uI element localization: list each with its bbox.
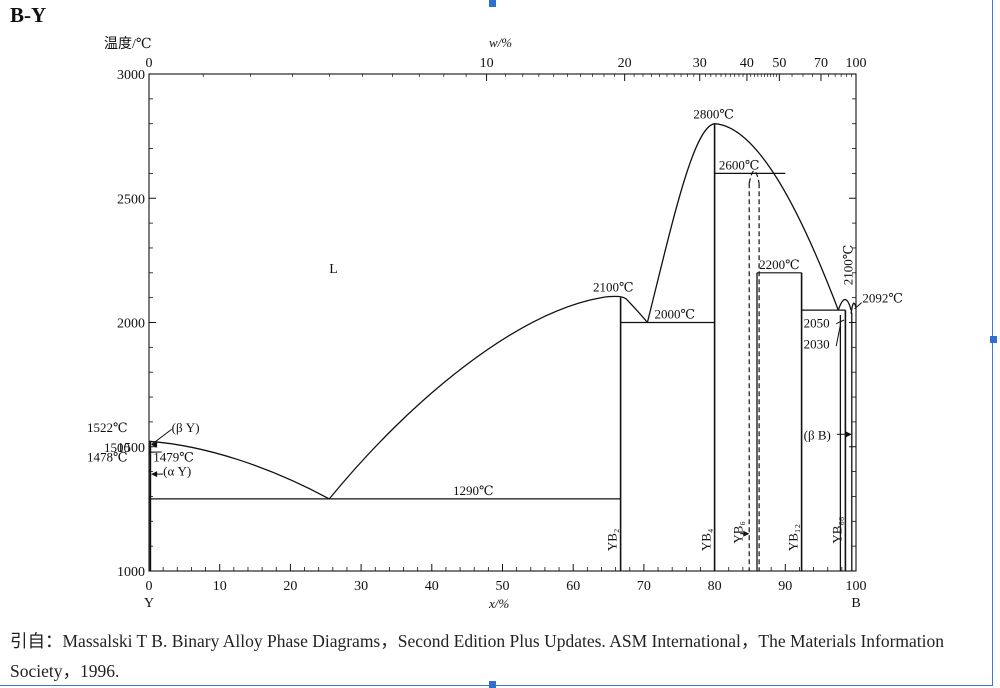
x-tick-label: 60 bbox=[566, 579, 580, 594]
yb6-dashed-top bbox=[748, 170, 760, 184]
x-tick-label: 40 bbox=[425, 579, 439, 594]
label-yb12: YB₁₂ bbox=[786, 524, 801, 551]
label-2800: 2800℃ bbox=[693, 107, 734, 122]
y-tick-label: 2500 bbox=[117, 192, 145, 207]
resize-handle-right[interactable] bbox=[990, 336, 997, 343]
chart-title: B-Y bbox=[10, 3, 46, 27]
label-2092: 2092℃ bbox=[862, 291, 903, 306]
label-2600: 2600℃ bbox=[719, 157, 760, 172]
top-tick-label: 100 bbox=[846, 56, 867, 71]
top-tick-label: 10 bbox=[480, 56, 494, 71]
beta-b-arrow bbox=[845, 431, 852, 438]
y-tick-label: 1000 bbox=[117, 565, 145, 580]
label-2050: 2050 bbox=[804, 315, 830, 330]
x-tick-label: 20 bbox=[283, 579, 297, 594]
label-2030: 2030 bbox=[804, 337, 830, 352]
top-tick-label: 0 bbox=[146, 56, 153, 71]
x-tick-label: 30 bbox=[354, 579, 368, 594]
label-1290: 1290℃ bbox=[453, 483, 494, 498]
label-2200: 2200℃ bbox=[759, 257, 800, 272]
resize-handle-bottom[interactable] bbox=[489, 681, 496, 688]
y-tick-label: 1500 bbox=[117, 441, 145, 456]
label-yb6: YB₆ bbox=[730, 521, 745, 544]
beta-y-pointer bbox=[151, 429, 172, 445]
beta-y-arrow bbox=[151, 441, 158, 448]
label-1478: 1478℃ bbox=[87, 450, 128, 465]
b-end-label: B bbox=[851, 596, 860, 611]
x-tick-label: 70 bbox=[637, 579, 651, 594]
y-tick-label: 3000 bbox=[117, 68, 145, 83]
liquidus-yb4-left bbox=[646, 123, 715, 323]
top-tick-label: 50 bbox=[772, 56, 786, 71]
y-tick-label: 2000 bbox=[117, 317, 145, 332]
alpha-y-arrow bbox=[151, 471, 158, 478]
x-tick-label: 80 bbox=[708, 579, 722, 594]
x-tick-label: 50 bbox=[496, 579, 510, 594]
label-1522: 1522℃ bbox=[87, 420, 128, 435]
top-tick-label: 70 bbox=[814, 56, 828, 71]
label-yb2: YB₂ bbox=[605, 529, 620, 552]
region-label-liquid: L bbox=[329, 262, 338, 277]
liquidus-y-side bbox=[148, 440, 330, 500]
x-tick-label: 100 bbox=[846, 579, 867, 594]
resize-handle-top[interactable] bbox=[489, 0, 496, 7]
top-tick-label: 20 bbox=[618, 56, 632, 71]
liquidus-yb4-right bbox=[714, 123, 839, 311]
label-2000: 2000℃ bbox=[655, 307, 696, 322]
label-yb4: YB₄ bbox=[699, 528, 714, 551]
liquidus-b-side bbox=[850, 302, 857, 314]
x-axis-label-bottom: x/% bbox=[488, 596, 509, 611]
label-2100-yb66: 2100℃ bbox=[840, 245, 855, 286]
label-1500: 1500 bbox=[104, 440, 130, 455]
label-1479: 1479℃ bbox=[153, 450, 194, 465]
label-alpha-y: (α Y) bbox=[163, 463, 191, 478]
label-beta-b: (β B) bbox=[804, 427, 831, 442]
x-tick-label: 90 bbox=[778, 579, 792, 594]
label-yb66: YB₆₆ bbox=[829, 517, 844, 544]
pointer-2030 bbox=[835, 324, 841, 347]
source-citation: 引自：Massalski T B. Binary Alloy Phase Dia… bbox=[10, 631, 945, 681]
label-beta-y: (β Y) bbox=[172, 420, 200, 435]
top-tick-label: 30 bbox=[693, 56, 707, 71]
x-axis-label-top: w/% bbox=[489, 35, 512, 50]
pointer-2092 bbox=[854, 302, 863, 310]
top-tick-label: 40 bbox=[740, 56, 754, 71]
x-tick-label: 0 bbox=[146, 579, 153, 594]
yb6-arrow bbox=[743, 530, 750, 537]
y-axis-label: 温度/℃ bbox=[104, 36, 152, 52]
label-2100-yb2: 2100℃ bbox=[593, 280, 634, 295]
liquidus-yb66-dome bbox=[837, 298, 852, 311]
plot-frame bbox=[148, 73, 857, 572]
pointer-2050 bbox=[835, 319, 845, 325]
y-end-label: Y bbox=[144, 596, 154, 611]
liquidus-yb2-side bbox=[328, 295, 648, 500]
x-tick-label: 10 bbox=[213, 579, 227, 594]
